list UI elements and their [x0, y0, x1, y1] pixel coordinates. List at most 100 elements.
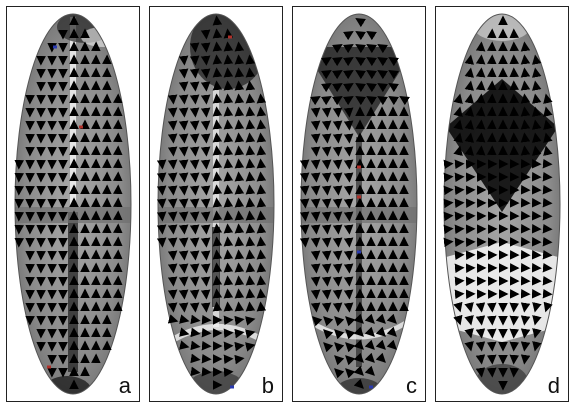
field-arrow — [223, 197, 234, 208]
field-arrow — [189, 107, 200, 118]
field-arrow — [332, 289, 343, 300]
field-arrow — [366, 83, 377, 93]
field-arrow — [543, 119, 553, 130]
field-arrow — [178, 81, 189, 92]
field-arrow — [531, 106, 542, 117]
field-arrow — [234, 197, 245, 208]
field-arrow — [310, 107, 321, 118]
field-arrow — [178, 107, 189, 118]
field-arrow — [321, 120, 332, 131]
blue-defect-marker — [53, 45, 57, 49]
field-arrow — [345, 355, 356, 366]
field-arrow — [167, 94, 178, 105]
field-arrow — [475, 145, 486, 156]
field-arrow — [223, 328, 234, 339]
field-arrow — [223, 158, 234, 169]
field-arrow — [377, 57, 388, 67]
field-arrow — [189, 42, 200, 53]
field-arrow — [532, 328, 542, 339]
field-arrow — [520, 302, 531, 313]
field-arrow — [167, 224, 178, 235]
field-arrow — [212, 119, 223, 130]
field-arrow — [343, 237, 354, 248]
field-arrow — [189, 94, 200, 105]
field-arrow — [167, 314, 179, 324]
field-arrow — [443, 159, 454, 170]
field-arrow — [190, 314, 201, 325]
field-arrow — [156, 159, 167, 170]
field-arrow — [332, 276, 343, 287]
field-arrow — [321, 107, 332, 118]
field-arrow — [343, 185, 354, 196]
field-arrow — [245, 171, 256, 182]
field-arrow — [453, 119, 463, 130]
field-arrow — [245, 119, 256, 130]
field-arrow — [212, 145, 223, 156]
field-arrow — [388, 57, 399, 67]
vector-field-a — [14, 13, 132, 395]
field-arrow — [212, 210, 223, 221]
field-arrow — [234, 106, 245, 117]
field-arrow — [332, 120, 343, 131]
field-arrow — [310, 263, 321, 274]
field-arrow — [179, 314, 190, 324]
panel-label-c: c — [406, 373, 417, 398]
field-arrow — [212, 54, 223, 65]
field-arrow — [212, 41, 223, 52]
arrow-field — [14, 15, 123, 389]
field-arrow — [332, 185, 343, 196]
field-arrow — [223, 54, 234, 65]
field-arrow — [475, 80, 486, 91]
field-arrow — [454, 250, 465, 261]
field-arrow — [189, 120, 200, 131]
field-arrow — [178, 55, 189, 66]
field-arrow — [343, 250, 354, 261]
field-arrow — [475, 315, 486, 326]
field-arrow — [355, 83, 366, 93]
field-arrow — [509, 328, 520, 339]
field-arrow — [223, 354, 234, 365]
panel-b: b — [149, 6, 283, 402]
field-arrow — [245, 158, 256, 169]
field-arrow — [543, 145, 553, 156]
field-arrow — [542, 171, 553, 182]
field-arrow — [190, 366, 201, 377]
field-arrow — [334, 316, 345, 327]
field-arrow — [321, 211, 332, 222]
field-arrow — [464, 54, 475, 65]
field-arrow — [532, 341, 542, 352]
field-arrow — [223, 275, 234, 286]
field-arrow — [223, 249, 234, 260]
field-arrow — [234, 341, 245, 352]
field-arrow — [167, 107, 178, 118]
field-arrow — [509, 341, 520, 352]
field-arrow — [343, 83, 354, 93]
field-arrow — [353, 339, 364, 350]
field-arrow — [189, 237, 200, 248]
field-arrow — [234, 236, 245, 247]
field-arrow — [520, 80, 531, 91]
field-arrow — [234, 301, 245, 312]
field-arrow — [321, 57, 332, 67]
field-arrow — [189, 81, 200, 92]
field-arrow — [256, 171, 267, 182]
field-arrow — [321, 70, 332, 80]
field-arrow — [355, 44, 366, 54]
field-arrow — [167, 146, 178, 157]
field-arrow — [299, 237, 310, 248]
field-arrow — [520, 54, 531, 65]
field-arrow — [178, 68, 189, 79]
field-arrow — [388, 83, 399, 93]
field-arrow — [212, 249, 223, 260]
field-arrow — [486, 328, 497, 339]
field-arrow — [167, 159, 178, 170]
field-arrow — [234, 171, 245, 182]
field-arrow — [245, 236, 256, 247]
field-arrow — [520, 341, 531, 352]
panel-a: a — [6, 6, 140, 402]
field-arrow — [245, 210, 256, 221]
field-arrow — [364, 326, 375, 337]
field-arrow — [509, 367, 520, 378]
field-arrow — [223, 184, 234, 195]
field-arrow — [245, 288, 256, 299]
